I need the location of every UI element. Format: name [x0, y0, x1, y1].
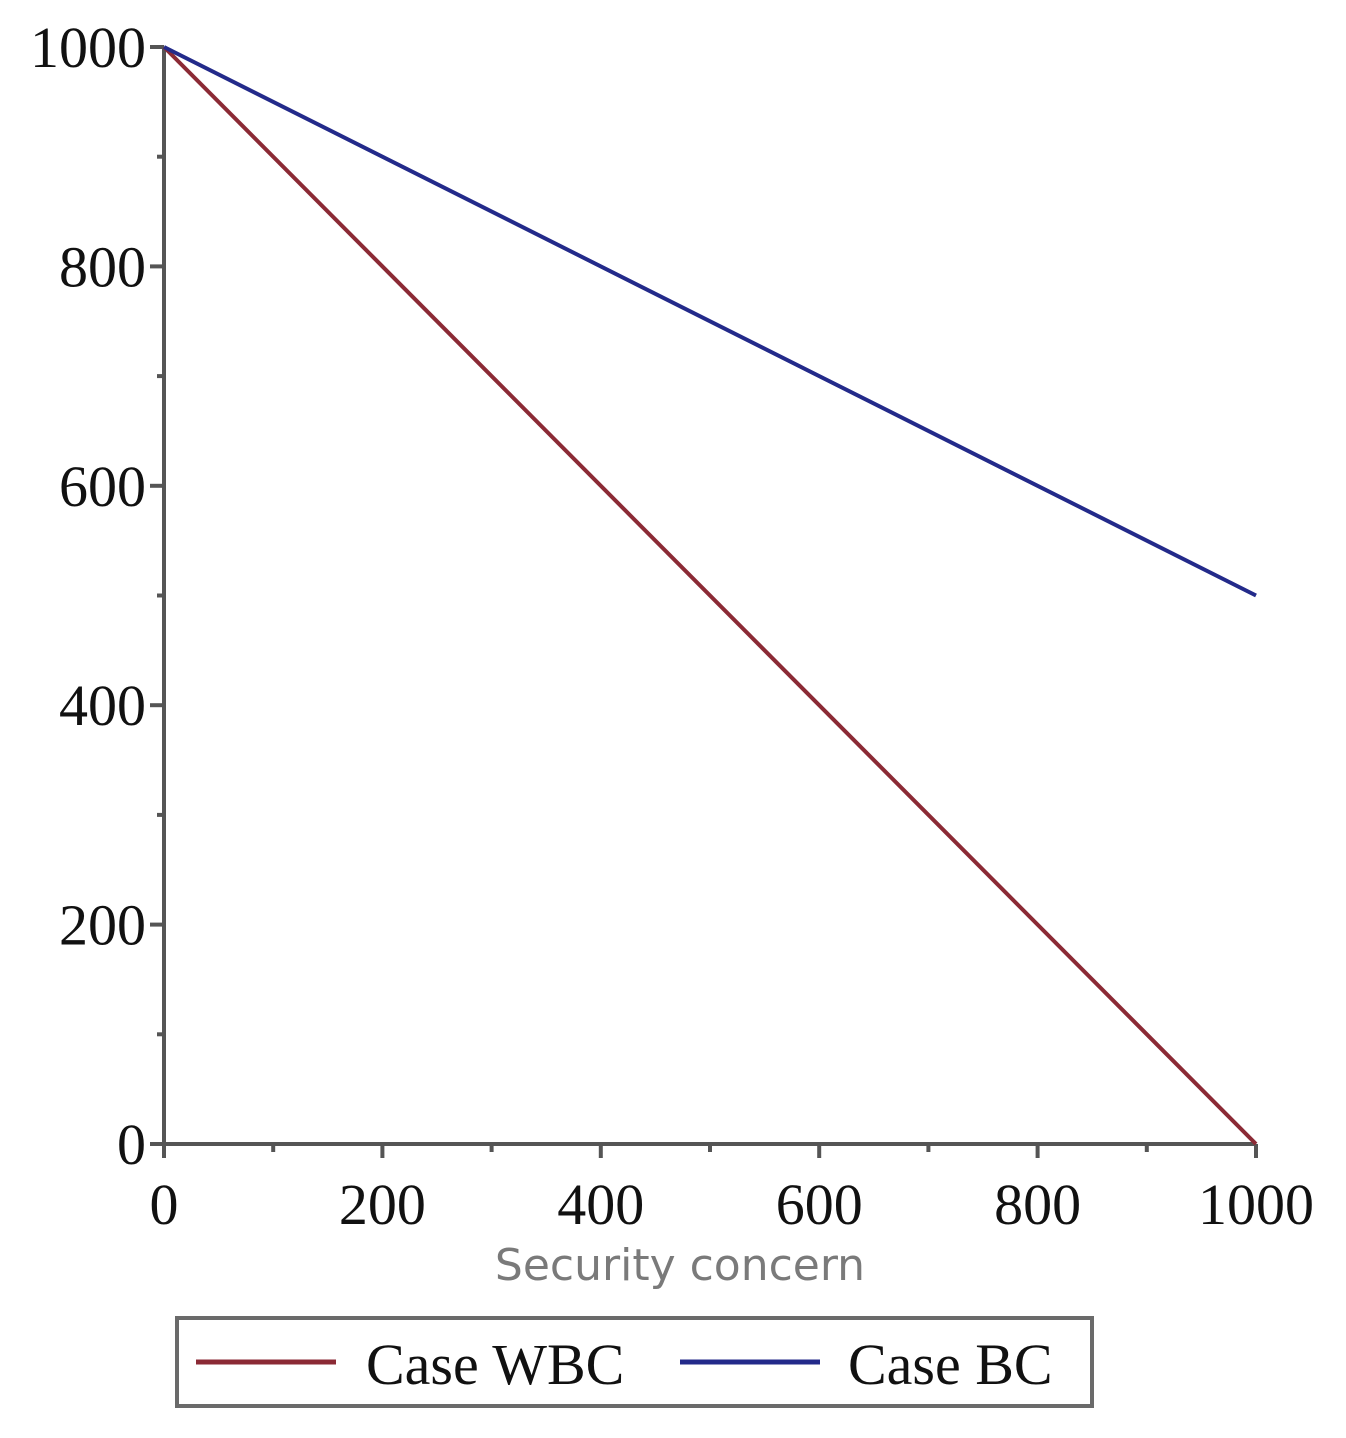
y-tick-label: 400 [59, 673, 146, 738]
legend-label-case-wbc: Case WBC [366, 1332, 624, 1397]
x-tick-label: 0 [150, 1172, 179, 1237]
x-tick-label: 600 [776, 1172, 863, 1237]
y-tick-label: 1000 [30, 15, 146, 80]
axes: 0 200 400 600 800 1000 0 200 400 600 800 1000 [30, 15, 1314, 1237]
x-tick-label: 200 [339, 1172, 426, 1237]
series-line-case-bc [163, 45, 1257, 598]
y-tick-label: 600 [59, 454, 146, 519]
y-tick-label: 0 [117, 1112, 146, 1177]
y-tick-label: 200 [59, 893, 146, 958]
y-tick-label: 800 [59, 234, 146, 299]
x-tick-label: 1000 [1198, 1172, 1314, 1237]
x-tick-label: 400 [557, 1172, 644, 1237]
x-axis-label: Security concern [495, 1240, 865, 1291]
x-tick-label: 800 [994, 1172, 1081, 1237]
series-line-case-wbc [162, 45, 1258, 1146]
legend: Case WBC Case BC [175, 1316, 1094, 1408]
legend-label-case-bc: Case BC [848, 1332, 1053, 1397]
series-lines [162, 45, 1258, 1146]
